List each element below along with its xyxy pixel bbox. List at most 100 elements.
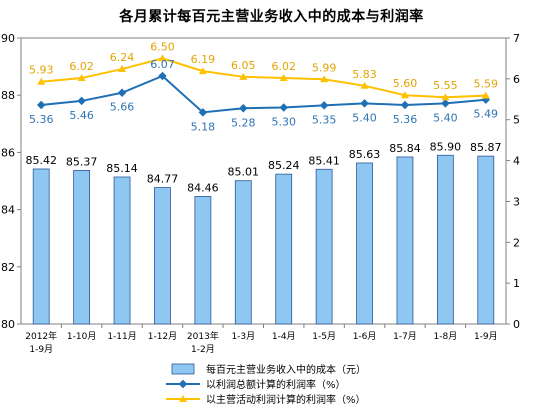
- bar-value-label: 85.24: [268, 159, 300, 172]
- bar: [194, 196, 212, 325]
- profit-main-value-label: 6.19: [191, 53, 216, 66]
- profit-main-point: [158, 54, 167, 62]
- legend-label: 每百元主营业务收入中的成本（元）: [206, 363, 366, 376]
- right-axis-tick-label: 7: [513, 32, 520, 45]
- profit-main-point: [198, 67, 207, 75]
- bar: [113, 176, 131, 325]
- right-axis-tick-label: 3: [513, 195, 520, 208]
- x-axis-tick-label: 1-10月: [67, 331, 96, 342]
- bar: [315, 168, 333, 325]
- legend-swatch-bar: [171, 363, 195, 375]
- profit-main-point: [441, 93, 450, 101]
- profit-main-point: [481, 91, 490, 99]
- profit-total-value-label: 5.35: [312, 113, 337, 126]
- profit-main-point: [360, 81, 369, 89]
- bar-value-label: 85.37: [66, 155, 98, 168]
- profit-total-value-label: 5.40: [352, 111, 377, 124]
- bar: [32, 168, 50, 325]
- right-axis-tick-label: 1: [513, 277, 520, 290]
- bar: [275, 173, 293, 325]
- profit-main-line: [41, 57, 486, 99]
- x-axis-tick-label: 1-9月: [29, 344, 53, 355]
- bar: [477, 155, 495, 325]
- left-axis-tick-label: 88: [1, 89, 15, 102]
- profit-total-point: [198, 108, 208, 117]
- bar-value-label: 84.46: [187, 181, 219, 194]
- x-axis-tick-label: 2012年: [25, 330, 57, 342]
- profit-total-value-label: 5.36: [393, 113, 418, 126]
- x-axis-tick-label: 2013年: [187, 330, 219, 342]
- bar-value-label: 85.84: [389, 142, 421, 155]
- bar: [356, 162, 373, 325]
- bar-value-label: 85.63: [349, 148, 381, 161]
- profit-total-value-label: 5.36: [29, 113, 54, 126]
- x-axis-tick-label: 1-12月: [148, 331, 177, 342]
- profit-main-value-label: 5.60: [393, 77, 418, 90]
- profit-main-point: [320, 75, 329, 83]
- legend-marker-triangle: [179, 395, 187, 402]
- profit-total-point: [158, 71, 167, 81]
- right-axis-tick-label: 0: [513, 318, 520, 331]
- profit-total-value-label: 5.46: [69, 109, 94, 122]
- bar-value-label: 85.42: [25, 154, 57, 167]
- right-axis-tick-label: 6: [513, 73, 520, 86]
- profit-main-value-label: 6.24: [110, 51, 135, 64]
- profit-main-value-label: 5.99: [312, 61, 337, 74]
- profit-total-point: [77, 96, 86, 106]
- profit-main-value-label: 6.02: [271, 60, 296, 73]
- profit-main-value-label: 6.05: [231, 59, 256, 72]
- profit-main-value-label: 5.59: [474, 78, 499, 91]
- bar: [234, 180, 252, 325]
- bar-value-label: 85.41: [308, 154, 340, 167]
- profit-total-point: [117, 88, 127, 97]
- bar-value-label: 85.14: [106, 162, 138, 175]
- x-axis-tick-label: 1-4月: [272, 331, 296, 342]
- profit-total-point: [441, 99, 450, 108]
- profit-main-value-label: 6.50: [150, 40, 175, 53]
- bar-value-label: 85.90: [430, 140, 462, 153]
- bar: [73, 170, 91, 325]
- profit-main-point: [279, 74, 288, 82]
- bar: [436, 154, 454, 325]
- profit-main-point: [118, 65, 127, 73]
- right-axis-tick-label: 4: [513, 155, 520, 168]
- left-axis-tick-label: 86: [1, 146, 15, 159]
- profit-main-value-label: 5.83: [352, 68, 377, 81]
- right-axis-tick-label: 5: [513, 114, 520, 127]
- legend-label: 以主营活动利润计算的利润率（%）: [206, 393, 366, 406]
- profit-total-point: [400, 100, 410, 110]
- profit-main-value-label: 5.93: [29, 64, 54, 77]
- x-axis-tick-label: 1-2月: [191, 344, 215, 355]
- profit-total-value-label: 5.30: [271, 115, 296, 128]
- bar-value-label: 85.01: [228, 166, 260, 179]
- x-axis-tick-label: 1-11月: [107, 331, 136, 342]
- profit-total-point: [319, 101, 329, 110]
- x-axis-tick-label: 1-8月: [434, 331, 458, 342]
- bar: [154, 187, 171, 325]
- x-axis-tick-label: 1-5月: [312, 331, 336, 342]
- profit-main-point: [37, 77, 46, 85]
- profit-total-point: [36, 100, 46, 110]
- x-axis-tick-label: 1-7月: [393, 331, 417, 342]
- profit-total-point: [239, 104, 248, 113]
- left-axis-tick-label: 80: [1, 318, 15, 331]
- legend-label: 以利润总额计算的利润率（%）: [206, 378, 346, 391]
- left-axis-tick-label: 84: [1, 204, 15, 217]
- profit-total-point: [279, 103, 288, 112]
- right-axis-tick-label: 2: [513, 236, 520, 249]
- profit-main-point: [400, 91, 409, 99]
- left-axis-tick-label: 90: [1, 32, 15, 45]
- x-axis-tick-label: 1-9月: [474, 331, 498, 342]
- profit-total-value-label: 5.18: [191, 120, 216, 133]
- profit-total-value-label: 5.40: [433, 111, 458, 124]
- chart-title: 各月累计每百元主营业务收入中的成本与利润率: [119, 9, 424, 25]
- bar-value-label: 85.87: [470, 141, 502, 154]
- bar-value-label: 84.77: [147, 173, 179, 186]
- profit-main-point: [77, 74, 86, 82]
- profit-total-value-label: 5.66: [110, 101, 135, 114]
- profit-total-line: [41, 74, 486, 114]
- profit-main-point: [239, 72, 248, 80]
- profit-main-value-label: 6.02: [69, 60, 94, 73]
- x-axis-tick-label: 1-3月: [231, 331, 255, 342]
